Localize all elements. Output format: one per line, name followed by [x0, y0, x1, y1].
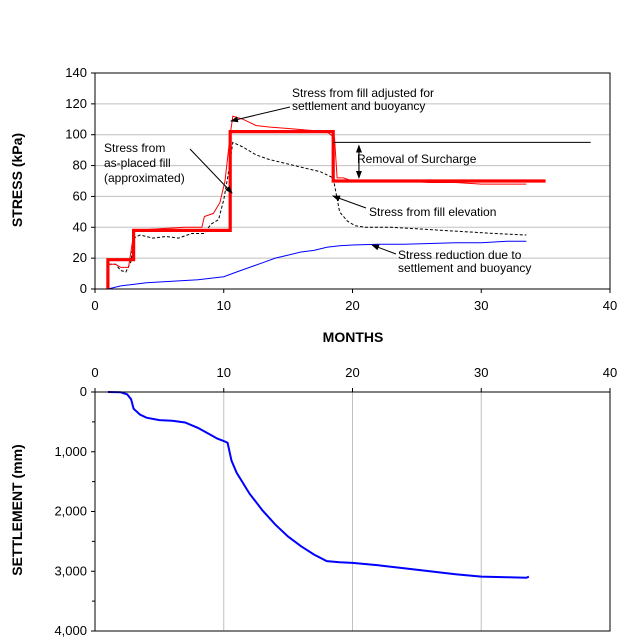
- y-tick-label: 1,000: [54, 444, 87, 459]
- y-tick-label: 0: [80, 281, 87, 296]
- x-axis-title: MONTHS: [323, 329, 384, 345]
- settlement-ticks: 0 10 20 30 40 0 1,000 2,000 3,000 4,000: [54, 365, 617, 638]
- y-tick-label: 60: [73, 188, 87, 203]
- settlement-chart: 0 10 20 30 40 0 1,000 2,000 3,000 4,000 SETTLEMEN…: [9, 365, 617, 638]
- series-line-fill_approx: [106, 130, 546, 289]
- x-tick-label: 20: [345, 298, 359, 313]
- y-tick-label: 100: [65, 127, 87, 142]
- y-tick-label: 120: [65, 96, 87, 111]
- x-tick-label: 40: [603, 365, 617, 380]
- annotation-text: Stress reduction due to: [398, 248, 522, 262]
- annotation-leader: [371, 244, 397, 255]
- x-tick-label: 30: [474, 365, 488, 380]
- annotation-leader: [332, 195, 367, 209]
- x-tick-label: 10: [217, 365, 231, 380]
- x-tick-label: 40: [603, 298, 617, 313]
- x-tick-label: 0: [91, 365, 98, 380]
- x-tick-label: 30: [474, 298, 488, 313]
- annotation-text: as-placed fill: [104, 156, 171, 170]
- stress-annotations: Stress from fill adjusted forsettlement …: [104, 86, 531, 275]
- annotation-text: Removal of Surcharge: [357, 152, 477, 166]
- settlement-grid: [223, 392, 482, 631]
- annotation-text: settlement and buoyancy: [398, 261, 531, 275]
- x-tick-label: 0: [91, 298, 98, 313]
- y-axis-title-stress: STRESS (kPa): [9, 133, 25, 227]
- x-tick-label: 10: [217, 298, 231, 313]
- y-axis-title-settlement: SETTLEMENT (mm): [9, 444, 25, 575]
- annotation-text: settlement and buoyancy: [292, 99, 425, 113]
- stress-ticks: 0 20 40 60 80 100 120 140 0 10 20 30 40: [65, 65, 617, 313]
- settlement-series: [107, 391, 530, 579]
- y-tick-label: 3,000: [54, 563, 87, 578]
- annotation-text: Stress from fill adjusted for: [292, 86, 434, 100]
- y-tick-label: 140: [65, 65, 87, 80]
- annotation-leader: [189, 148, 233, 194]
- y-tick-label: 80: [73, 158, 87, 173]
- annotation-text: (approximated): [104, 171, 185, 185]
- y-tick-label: 4,000: [54, 623, 87, 638]
- series-line-settlement: [107, 391, 530, 579]
- annotation-text: Stress from: [104, 141, 165, 155]
- y-tick-label: 20: [73, 250, 87, 265]
- y-tick-label: 40: [73, 219, 87, 234]
- series-line-stress_reduction: [107, 240, 527, 290]
- y-tick-label: 2,000: [54, 504, 87, 519]
- stress-series: [106, 115, 591, 290]
- annotation-leader: [230, 106, 291, 123]
- stress-chart: 0 20 40 60 80 100 120 140 0 10 20 30 40 MONTHS STRES…: [9, 65, 617, 345]
- annotation-text: Stress from fill elevation: [369, 205, 496, 219]
- x-tick-label: 20: [345, 365, 359, 380]
- y-tick-label: 0: [80, 384, 87, 399]
